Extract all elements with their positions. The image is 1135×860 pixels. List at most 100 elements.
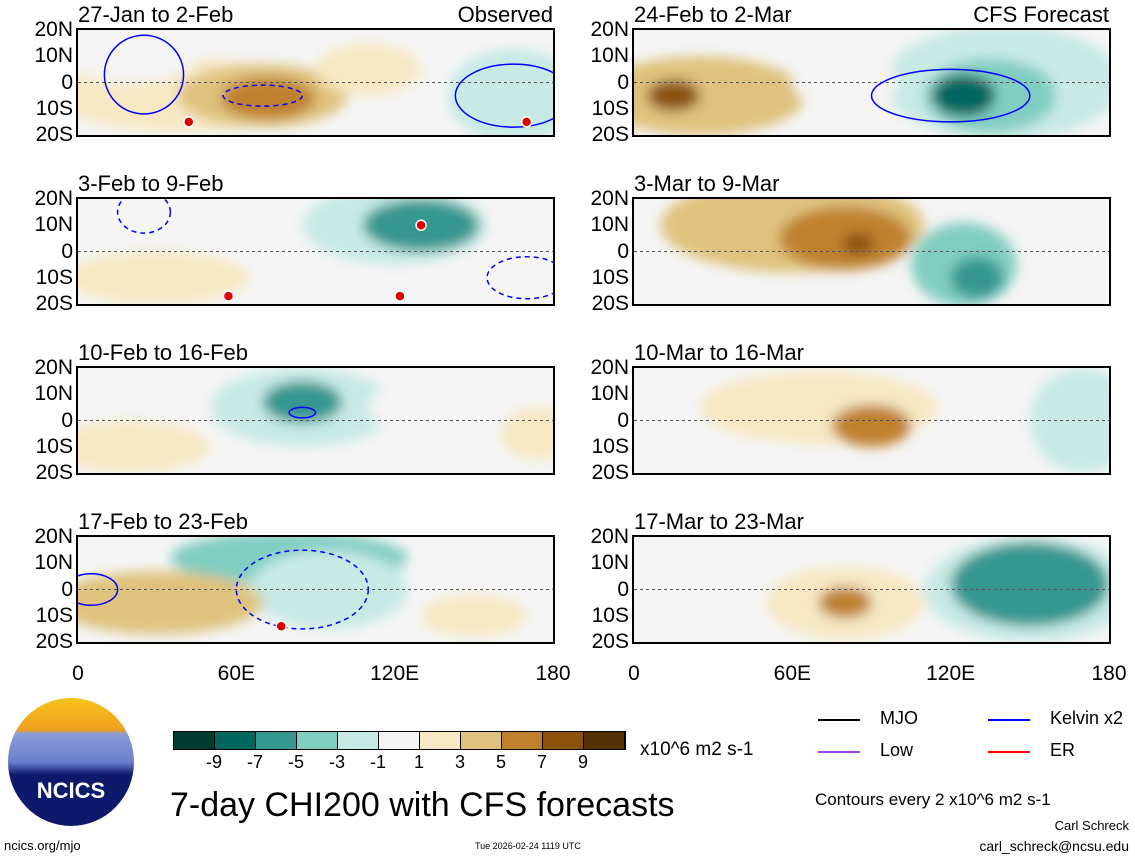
anomaly-map <box>632 366 1111 475</box>
colorbar-label: -3 <box>328 752 345 772</box>
colorbar-label: 5 <box>495 752 506 772</box>
colorbar-label: 1 <box>413 752 424 772</box>
lat-tick: 20N <box>590 187 629 210</box>
anomaly-region <box>500 407 553 460</box>
lat-tick: 20S <box>35 292 73 315</box>
lat-tick: 20S <box>591 461 629 484</box>
kelvin-contour <box>486 256 553 300</box>
kelvin-contour <box>870 68 1031 123</box>
legend-line <box>988 751 1030 753</box>
panel-title: 24-Feb to 2-Mar <box>634 2 792 27</box>
colorbar-label: 7 <box>536 752 547 772</box>
colorbar-swatch <box>420 732 461 749</box>
contour-note: Contours every 2 x10^6 m2 s-1 <box>815 790 1051 809</box>
legend-label: Low <box>880 740 914 760</box>
colorbar-label: 3 <box>454 752 465 772</box>
lat-tick: 10S <box>591 265 629 289</box>
anomaly-map <box>632 28 1111 137</box>
anomaly-map <box>76 197 555 306</box>
panel-title: 17-Feb to 23-Feb <box>78 509 248 534</box>
lat-tick: 10S <box>35 603 73 627</box>
lat-tick: 20S <box>35 461 73 484</box>
panel-title: 3-Mar to 9-Mar <box>634 171 780 196</box>
colorbar-swatch <box>174 732 215 749</box>
anomaly-region <box>78 199 184 228</box>
anomaly-region <box>78 420 210 473</box>
lat-tick: 20S <box>591 123 629 146</box>
panel-title: 10-Feb to 16-Feb <box>78 340 248 365</box>
lat-tick: 10N <box>34 382 73 406</box>
colorbar-label: -9 <box>205 752 222 772</box>
lat-tick: 0 <box>61 577 73 601</box>
anomaly-region <box>262 381 342 424</box>
colorbar-swatch <box>461 732 502 749</box>
ncics-logo: NCICS <box>8 698 134 826</box>
panel-title: 17-Mar to 23-Mar <box>634 509 804 534</box>
panel-tag: Observed <box>457 2 553 27</box>
lat-tick: 10N <box>590 382 629 406</box>
lon-tick: 120E <box>926 662 976 685</box>
lat-tick: 0 <box>61 239 73 263</box>
kelvin-contour <box>116 199 172 234</box>
colorbar-label: -5 <box>287 752 304 772</box>
lat-tick: 10N <box>34 551 73 575</box>
legend-line <box>818 751 860 753</box>
timestamp: Tue 2026-02-24 1119 UTC <box>475 841 581 851</box>
lat-tick: 20N <box>34 356 73 379</box>
anomaly-region <box>842 233 875 255</box>
lon-tick: 0 <box>628 662 640 685</box>
lat-tick: 10N <box>34 44 73 68</box>
anomaly-map <box>76 28 555 137</box>
lat-tick: 20N <box>590 356 629 379</box>
lat-tick: 20S <box>35 630 73 653</box>
anomaly-region <box>78 251 250 304</box>
storm-marker-icon <box>415 219 427 231</box>
anomaly-region <box>818 586 872 619</box>
colorbar-swatch <box>215 732 256 749</box>
colorbar-swatch <box>297 732 338 749</box>
lat-tick: 20S <box>591 630 629 653</box>
anomaly-region <box>950 542 1109 627</box>
colorbar-swatch <box>502 732 543 749</box>
lat-tick: 10S <box>591 603 629 627</box>
colorbar-label: -7 <box>246 752 263 772</box>
lon-tick: 120E <box>370 662 420 685</box>
anomaly-region <box>932 74 996 117</box>
kelvin-contour <box>454 63 553 128</box>
panel-tag: CFS Forecast <box>973 2 1109 27</box>
lat-tick: 0 <box>617 577 629 601</box>
colorbar-swatch <box>256 732 297 749</box>
storm-marker-icon <box>394 290 406 302</box>
lat-tick: 0 <box>61 408 73 432</box>
lat-tick: 20S <box>591 292 629 315</box>
lat-tick: 20S <box>35 123 73 146</box>
colorbar-units: x10^6 m2 s-1 <box>640 739 754 760</box>
legend-label: MJO <box>880 708 918 728</box>
anomaly-region <box>686 444 793 473</box>
lat-tick: 10S <box>35 265 73 289</box>
lat-tick: 20N <box>590 18 629 41</box>
site-url[interactable]: ncics.org/mjo <box>4 838 81 853</box>
anomaly-region <box>249 550 408 629</box>
colorbar-swatch <box>584 732 625 749</box>
legend-label: Kelvin x2 <box>1050 708 1124 728</box>
panel-title: 10-Mar to 16-Mar <box>634 340 804 365</box>
lon-tick: 180 <box>535 662 571 685</box>
anomaly-map <box>632 197 1111 306</box>
kelvin-contour <box>222 84 304 107</box>
kelvin-contour <box>78 573 119 606</box>
figure-title: 7-day CHI200 with CFS forecasts <box>170 786 675 824</box>
lat-tick: 10S <box>591 96 629 120</box>
email[interactable]: carl_schreck@ncsu.edu <box>979 838 1129 854</box>
legend-line <box>988 719 1030 721</box>
lon-tick: 180 <box>1091 662 1127 685</box>
lat-tick: 20N <box>34 187 73 210</box>
colorbar-swatch <box>543 732 584 749</box>
author: Carl Schreck <box>1054 818 1129 833</box>
anomaly-map <box>632 535 1111 644</box>
lat-tick: 0 <box>617 408 629 432</box>
lat-tick: 0 <box>617 70 629 94</box>
colorbar <box>173 731 626 750</box>
kelvin-contour <box>103 34 185 115</box>
lat-tick: 10S <box>591 434 629 458</box>
